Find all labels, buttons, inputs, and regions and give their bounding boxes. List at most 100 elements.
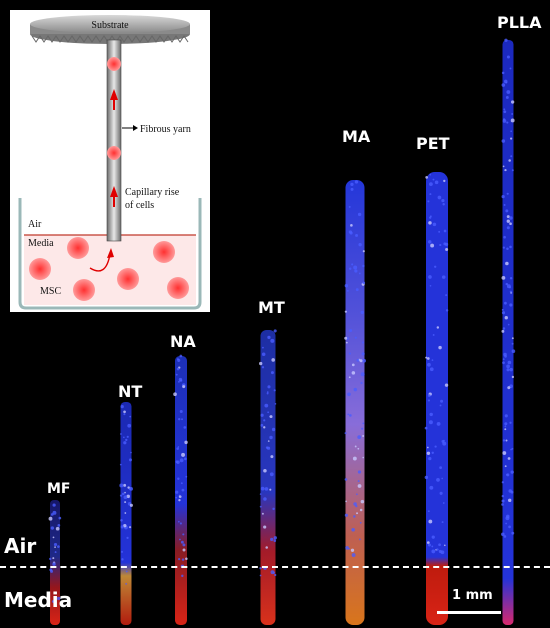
yarn-mf-nucleus [52, 562, 56, 566]
yarn-ma-nucleus [357, 212, 362, 217]
yarn-plla-nucleus [504, 301, 507, 305]
yarn-plla-nucleus [501, 308, 504, 311]
yarn-mt-nucleus [273, 329, 277, 333]
yarn-nt-nucleus [129, 415, 132, 418]
yarn-pet-nucleus [427, 399, 431, 402]
yarn-mf-nucleus [51, 600, 55, 603]
yarn-plla-nucleus [504, 168, 507, 172]
yarn-plla-nucleus [505, 96, 509, 99]
yarn-nt-nucleus [124, 501, 127, 504]
yarn-pet-nucleus [440, 550, 445, 555]
yarn-plla-nucleus [509, 216, 513, 220]
yarn-plla-nucleus [505, 261, 509, 266]
yarn-nt-nucleus [128, 526, 132, 529]
yarn-ma-nucleus [359, 508, 363, 512]
yarn-plla-nucleus [503, 535, 507, 538]
yarn-ma-nucleus [354, 180, 359, 184]
yarn-ma-nucleus [349, 414, 352, 417]
yarn-pet-nucleus [432, 334, 435, 336]
yarn-plla-nucleus [511, 169, 514, 172]
yarn-pet-nucleus [429, 412, 433, 417]
yarn-pet-nucleus [426, 451, 431, 456]
yarn-pet-nucleus [439, 404, 442, 407]
yarn-na-nucleus [177, 477, 180, 480]
yarn-na-nucleus [179, 538, 181, 541]
yarn-plla-nucleus [501, 532, 505, 537]
yarn-na-nucleus [185, 557, 188, 561]
yarn-pet-nucleus [429, 215, 432, 218]
yarn-pet-nucleus [441, 198, 445, 203]
yarn-ma-nucleus [360, 310, 364, 315]
yarn-pet-nucleus [442, 203, 445, 206]
yarn-mf-nucleus [52, 557, 55, 560]
yarn-na-nucleus [178, 558, 181, 561]
yarn-plla-nucleus [504, 38, 508, 42]
yarn-plla-nucleus [507, 323, 510, 326]
yarn-plla-nucleus [506, 473, 510, 477]
yarn-ma-nucleus [354, 269, 358, 273]
yarn-mt-nucleus [263, 426, 266, 429]
yarn-pet-nucleus [432, 222, 437, 227]
yarn-na-nucleus [181, 574, 184, 578]
yarn-pet-nucleus [428, 240, 432, 244]
yarn-plla-nucleus [502, 451, 507, 455]
yarn-plla-nucleus [506, 368, 510, 372]
yarn-plla-nucleus [511, 531, 515, 535]
yarn-pet-nucleus [429, 367, 434, 372]
yarn-pet-nucleus [441, 477, 444, 480]
yarn-mf-nucleus [54, 551, 57, 554]
yarn-na-nucleus [179, 354, 183, 358]
yarn-pet-nucleus [428, 221, 432, 225]
yarn-ma-nucleus [344, 478, 348, 481]
yarn-mt-nucleus [263, 419, 266, 422]
yarn-nt-nucleus [124, 512, 127, 514]
yarn-na-nucleus [181, 558, 185, 561]
yarn-na-nucleus [181, 488, 185, 492]
yarn-plla-nucleus [504, 316, 508, 320]
yarn-ma-nucleus [344, 284, 349, 288]
yarn-nt-nucleus [123, 483, 127, 487]
yarn-mf-nucleus [50, 569, 54, 573]
yarn-pet-nucleus [427, 543, 431, 547]
yarn-plla-nucleus [501, 503, 504, 506]
yarn-pet-nucleus [428, 519, 433, 524]
yarn-mf-nucleus [56, 596, 61, 601]
yarn-na-nucleus [178, 520, 180, 523]
yarn-na-nucleus [180, 540, 184, 544]
yarn-plla-nucleus [508, 159, 511, 162]
yarn-nt-nucleus [119, 494, 123, 497]
yarn-mt-nucleus [263, 497, 267, 501]
yarn-pet-nucleus [427, 394, 431, 398]
yarn-mt [260, 330, 276, 625]
yarn-nt-nucleus [125, 438, 128, 442]
yarn-mt-nucleus [267, 440, 270, 442]
yarn-nt-nucleus [121, 558, 124, 561]
yarn-pet-nucleus [428, 420, 433, 425]
yarn-mt-nucleus [264, 403, 269, 408]
yarn-ma-nucleus [344, 432, 347, 435]
yarn-plla-nucleus [505, 439, 508, 442]
yarn-plla-nucleus [502, 165, 505, 168]
yarn-ma-nucleus [357, 480, 360, 482]
yarn-na-nucleus [176, 358, 179, 361]
yarn-mt-nucleus [273, 539, 277, 542]
yarn-plla-nucleus [509, 277, 513, 280]
yarn-plla-nucleus [504, 425, 507, 428]
sample-label-mt: MT [258, 298, 285, 317]
yarn-nt-nucleus [120, 404, 124, 409]
yarn-ma-nucleus [353, 502, 357, 506]
substrate-label: Substrate [91, 20, 129, 31]
yarn-mt-nucleus [267, 385, 271, 389]
yarn-pet-nucleus [438, 345, 442, 350]
yarn-nt-nucleus [125, 570, 128, 573]
yarn-ma-nucleus [362, 250, 365, 253]
yarn-na-nucleus [182, 385, 186, 389]
yarn-mt-nucleus [264, 487, 269, 491]
yarn-plla-nucleus [501, 195, 505, 199]
yarn-na-nucleus [180, 482, 183, 485]
yarn-mf-nucleus [52, 503, 56, 507]
yarn-ma-nucleus [359, 521, 362, 524]
yarn-pet-nucleus [426, 541, 430, 544]
yarn-ma-nucleus [360, 499, 365, 504]
yarn-plla-nucleus [510, 470, 514, 474]
